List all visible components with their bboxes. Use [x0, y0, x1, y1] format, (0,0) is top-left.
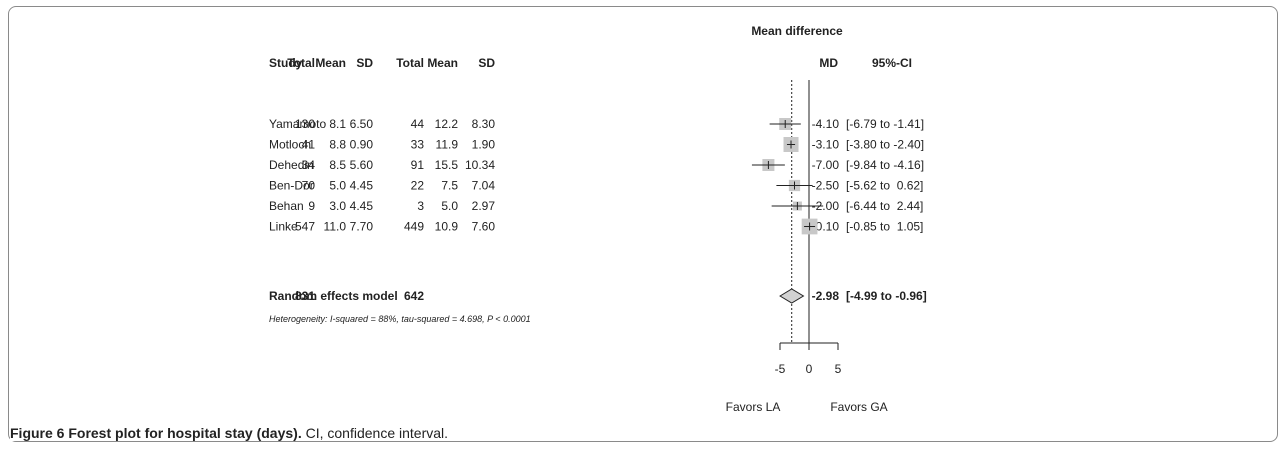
study-exp-mean: 11.0	[324, 220, 347, 234]
study-name: Linke	[269, 220, 298, 234]
favors-right-label: Favors GA	[830, 400, 887, 414]
study-ctl-total: 3	[417, 199, 424, 213]
figure-frame	[8, 6, 1278, 442]
study-md: -4.10	[812, 117, 840, 131]
study-ctl-mean: 10.9	[435, 220, 459, 234]
study-md: 0.10	[816, 220, 840, 234]
study-ctl-mean: 15.5	[435, 158, 459, 172]
study-name: Dehedin	[269, 158, 314, 172]
header-ctl-sd: SD	[478, 56, 495, 70]
study-exp-total: 70	[302, 179, 316, 193]
study-exp-total: 34	[302, 158, 316, 172]
study-ci: [-3.80 to -2.40]	[846, 138, 924, 152]
study-exp-sd: 5.60	[350, 158, 374, 172]
study-exp-sd: 6.50	[350, 117, 374, 131]
study-ci: [-6.44 to 2.44]	[846, 199, 923, 213]
pooled-diamond	[779, 288, 805, 304]
x-tick-label: 0	[806, 362, 813, 376]
study-ci: [-5.62 to 0.62]	[846, 179, 923, 193]
header-ctl-mean: Mean	[427, 56, 458, 70]
header-exp-total: Total	[287, 56, 315, 70]
study-ctl-sd: 2.97	[472, 199, 496, 213]
header-md: MD	[819, 56, 838, 70]
study-ctl-total: 33	[411, 138, 425, 152]
study-ctl-sd: 1.90	[472, 138, 496, 152]
study-name: Behan	[269, 199, 304, 213]
study-ctl-total: 22	[411, 179, 425, 193]
study-exp-mean: 8.5	[329, 158, 346, 172]
study-exp-total: 9	[308, 199, 315, 213]
header-exp-sd: SD	[356, 56, 373, 70]
favors-left-label: Favors LA	[726, 400, 781, 414]
pooled-ci: [-4.99 to -0.96]	[846, 289, 927, 303]
study-ctl-mean: 7.5	[441, 179, 458, 193]
study-exp-mean: 5.0	[329, 179, 346, 193]
study-ctl-mean: 12.2	[435, 117, 459, 131]
study-ctl-mean: 5.0	[441, 199, 458, 213]
study-name: Yamamoto	[269, 117, 326, 131]
caption-title: Figure 6 Forest plot for hospital stay (…	[10, 425, 302, 441]
study-ci: [-9.84 to -4.16]	[846, 158, 924, 172]
study-ci: [-6.79 to -1.41]	[846, 117, 924, 131]
study-exp-total: 41	[302, 138, 316, 152]
x-tick-label: 5	[835, 362, 842, 376]
study-md: -7.00	[812, 158, 840, 172]
pooled-ctl-total: 642	[404, 289, 424, 303]
chart-title: Mean difference	[751, 24, 843, 38]
study-exp-total: 130	[295, 117, 315, 131]
study-exp-sd: 7.70	[350, 220, 374, 234]
study-name: Ben-Dor	[269, 179, 314, 193]
study-ctl-sd: 7.04	[472, 179, 496, 193]
study-exp-mean: 8.8	[329, 138, 346, 152]
study-md: -2.50	[812, 179, 840, 193]
study-exp-total: 547	[295, 220, 315, 234]
study-ctl-sd: 7.60	[472, 220, 496, 234]
study-ci: [-0.85 to 1.05]	[846, 220, 923, 234]
caption-text: CI, confidence interval.	[301, 425, 449, 441]
figure-caption: Figure 6 Forest plot for hospital stay (…	[10, 425, 453, 441]
study-ctl-sd: 10.34	[465, 158, 495, 172]
study-ctl-total: 44	[411, 117, 425, 131]
study-exp-sd: 4.45	[350, 199, 374, 213]
study-md: -2.00	[812, 199, 840, 213]
pooled-md: -2.98	[812, 289, 840, 303]
study-exp-mean: 8.1	[329, 117, 346, 131]
header-study: Study	[269, 56, 303, 70]
study-md: -3.10	[812, 138, 840, 152]
study-ctl-total: 91	[411, 158, 425, 172]
study-ctl-mean: 11.9	[436, 138, 459, 152]
study-name: Motloch	[269, 138, 311, 152]
study-exp-sd: 0.90	[350, 138, 374, 152]
header-ctl-total: Total	[396, 56, 424, 70]
x-tick-label: -5	[775, 362, 786, 376]
study-exp-sd: 4.45	[350, 179, 374, 193]
study-ctl-sd: 8.30	[472, 117, 496, 131]
pooled-exp-total: 831	[295, 289, 315, 303]
pooled-label: Random effects model	[269, 289, 398, 303]
header-ci: 95%-CI	[872, 56, 912, 70]
study-ctl-total: 449	[404, 220, 424, 234]
header-exp-mean: Mean	[315, 56, 346, 70]
heterogeneity-note: Heterogeneity: I-squared = 88%, tau-squa…	[269, 314, 531, 324]
study-exp-mean: 3.0	[329, 199, 346, 213]
